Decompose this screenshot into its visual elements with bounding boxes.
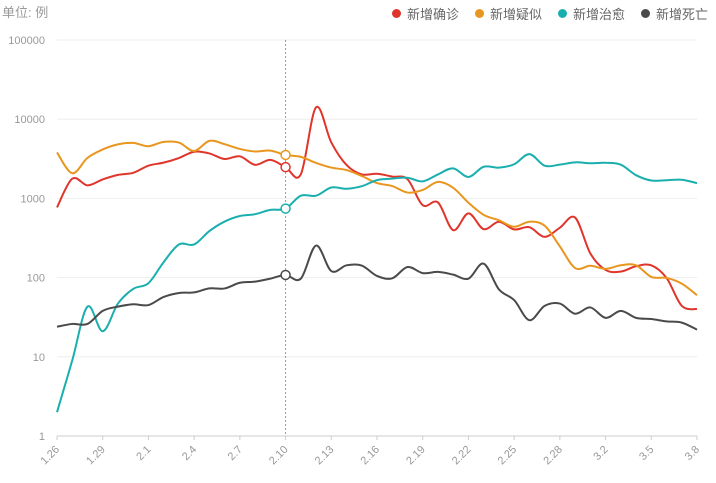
- x-tick-label: 2.16: [358, 444, 382, 468]
- legend-item-confirmed[interactable]: 新增确诊: [391, 4, 459, 23]
- legend-dot-deaths: [640, 9, 650, 18]
- x-tick-label: 2.7: [226, 444, 245, 463]
- x-tick-label: 2.19: [404, 444, 428, 468]
- unit-label: 单位: 例: [2, 5, 49, 20]
- x-tick-label: 2.10: [267, 444, 291, 468]
- legend-item-deaths[interactable]: 新增死亡: [640, 4, 708, 23]
- x-tick-label: 2.1: [134, 444, 153, 463]
- legend-item-suspected[interactable]: 新增疑似: [474, 4, 542, 23]
- x-tick-label: 2.4: [180, 444, 199, 463]
- highlight-point-confirmed: [280, 161, 291, 173]
- x-tick-label: 2.22: [450, 444, 474, 468]
- legend-dot-suspected: [474, 9, 484, 18]
- y-tick-label: 10000: [14, 114, 45, 126]
- highlight-point-deaths: [280, 269, 291, 281]
- y-tick-label: 1: [39, 431, 45, 443]
- x-tick-label: 3.2: [591, 444, 610, 463]
- legend-label-suspected: 新增疑似: [489, 7, 542, 22]
- highlight-point-recovered: [280, 203, 291, 214]
- x-tick-label: 2.25: [496, 444, 520, 468]
- series-line-confirmed: [56, 105, 698, 311]
- legend-label-deaths: 新增死亡: [655, 7, 708, 22]
- legend-item-recovered[interactable]: 新增治愈: [557, 4, 625, 23]
- series-line-suspected: [56, 139, 698, 296]
- y-tick-label: 100000: [8, 35, 45, 47]
- x-tick-label: 1.26: [38, 444, 62, 468]
- legend-label-confirmed: 新增确诊: [406, 7, 459, 22]
- x-tick-label: 2.28: [541, 444, 565, 468]
- y-tick-label: 100: [27, 273, 45, 285]
- chart-legend: 新增确诊 新增疑似 新增治愈 新增死亡: [391, 4, 708, 23]
- x-tick-label: 3.5: [637, 444, 656, 463]
- x-tick-label: 3.8: [683, 444, 702, 463]
- y-tick-label: 1000: [21, 193, 45, 205]
- x-tick-label: 2.13: [313, 444, 337, 468]
- series-line-recovered: [56, 153, 698, 413]
- y-tick-label: 10: [33, 352, 45, 364]
- series-line-deaths: [56, 244, 698, 331]
- highlight-point-suspected: [280, 149, 291, 161]
- legend-label-recovered: 新增治愈: [572, 7, 625, 22]
- legend-dot-recovered: [557, 9, 567, 18]
- legend-dot-confirmed: [391, 9, 401, 18]
- x-tick-label: 1.29: [84, 444, 108, 468]
